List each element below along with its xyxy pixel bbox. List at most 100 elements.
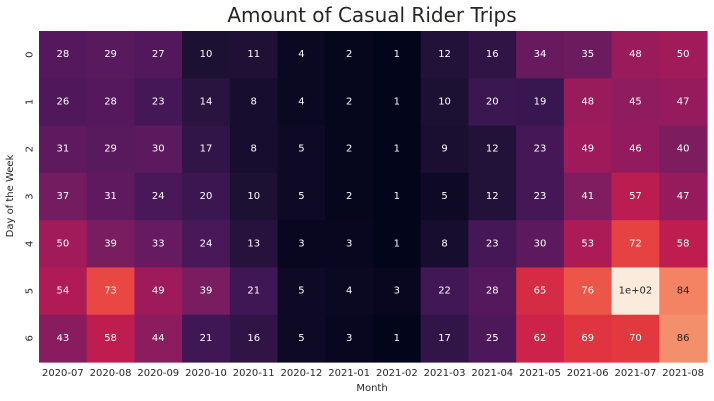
heatmap-cell xyxy=(373,220,422,269)
y-tick-label: 2 xyxy=(25,146,36,152)
cell-value-label: 5 xyxy=(298,333,304,344)
cell-value-label: 73 xyxy=(104,286,117,297)
cell-value-label: 31 xyxy=(56,144,69,155)
cell-value-label: 50 xyxy=(677,49,690,60)
heatmap-cell xyxy=(182,172,231,221)
cell-value-label: 10 xyxy=(200,49,213,60)
heatmap-cell xyxy=(659,220,708,269)
heatmap-cell xyxy=(373,314,422,363)
heatmap-cell xyxy=(277,172,326,221)
x-tick-label: 2020-11 xyxy=(233,368,275,379)
heatmap-cell xyxy=(229,172,279,221)
cell-value-label: 5 xyxy=(298,286,304,297)
cell-value-label: 34 xyxy=(534,49,547,60)
cell-value-label: 29 xyxy=(104,144,117,155)
cell-value-label: 47 xyxy=(677,96,690,107)
cell-value-label: 12 xyxy=(486,191,499,202)
x-tick-label: 2020-07 xyxy=(42,368,84,379)
heatmap-cell xyxy=(563,267,613,316)
heatmap-cell xyxy=(277,78,326,127)
cell-value-label: 16 xyxy=(247,333,260,344)
cell-value-label: 69 xyxy=(581,333,594,344)
cell-value-label: 84 xyxy=(677,286,690,297)
heatmap-cell xyxy=(563,78,613,127)
cell-value-label: 33 xyxy=(152,238,165,249)
heatmap-cell xyxy=(229,125,279,174)
cell-value-label: 10 xyxy=(247,191,260,202)
heatmap-cell xyxy=(134,220,183,269)
heatmap-cell xyxy=(325,314,374,363)
y-axis-ticks: 0 1 2 3 4 5 6 xyxy=(25,51,36,341)
heatmap-cell xyxy=(325,267,374,316)
cell-value-label: 1 xyxy=(394,49,400,60)
cell-value-label: 21 xyxy=(247,286,260,297)
heatmap-cell xyxy=(420,78,470,127)
y-tick-label: 0 xyxy=(25,51,36,57)
heatmap-cell xyxy=(516,220,565,269)
heatmap-cell xyxy=(39,125,88,174)
cell-value-label: 40 xyxy=(677,144,690,155)
cell-value-label: 44 xyxy=(152,333,165,344)
cell-value-label: 4 xyxy=(298,96,304,107)
heatmap-cell xyxy=(420,220,470,269)
x-axis-label: Month xyxy=(356,383,387,394)
heatmap-cell xyxy=(468,78,517,127)
cell-value-label: 5 xyxy=(441,191,447,202)
heatmap-cell xyxy=(134,172,183,221)
heatmap-cell xyxy=(468,220,517,269)
cell-value-label: 11 xyxy=(247,49,260,60)
heatmap-cell xyxy=(86,125,136,174)
cell-value-label: 13 xyxy=(247,238,260,249)
heatmap-cell xyxy=(182,267,231,316)
heatmap-cell xyxy=(325,31,374,79)
cell-value-label: 2 xyxy=(346,49,352,60)
cell-value-label: 47 xyxy=(677,191,690,202)
heatmap-cell xyxy=(468,172,517,221)
cell-value-label: 30 xyxy=(534,238,547,249)
cell-value-label: 72 xyxy=(629,238,642,249)
heatmap-cell xyxy=(86,267,136,316)
heatmap-cell xyxy=(325,220,374,269)
cell-value-label: 25 xyxy=(486,333,499,344)
heatmap-cell xyxy=(86,78,136,127)
cell-value-label: 14 xyxy=(200,96,213,107)
heatmap-cell xyxy=(229,314,279,363)
cell-value-label: 23 xyxy=(152,96,165,107)
heatmap-cell xyxy=(86,31,136,79)
cell-value-label: 1 xyxy=(394,144,400,155)
cell-value-label: 28 xyxy=(104,96,117,107)
heatmap-cell xyxy=(277,314,326,363)
y-axis-label: Day of the Week xyxy=(5,154,16,237)
x-axis-ticks: 2020-07 2020-08 2020-09 2020-10 2020-11 2020-… xyxy=(42,368,704,379)
cell-value-label: 24 xyxy=(152,191,165,202)
cell-value-label: 53 xyxy=(581,238,594,249)
heatmap-cell xyxy=(373,125,422,174)
heatmap-cell xyxy=(277,267,326,316)
heatmap-cell xyxy=(86,220,136,269)
cell-value-label: 54 xyxy=(56,286,69,297)
heatmap-cell xyxy=(659,31,708,79)
x-tick-label: 2020-10 xyxy=(185,368,227,379)
cell-value-label: 2 xyxy=(346,144,352,155)
x-tick-label: 2021-06 xyxy=(567,368,609,379)
cell-value-label: 23 xyxy=(486,238,499,249)
cell-value-label: 37 xyxy=(56,191,69,202)
cell-value-label: 49 xyxy=(581,144,594,155)
cell-value-label: 49 xyxy=(152,286,165,297)
cell-value-label: 2 xyxy=(346,191,352,202)
cell-value-label: 46 xyxy=(629,144,642,155)
cell-value-label: 39 xyxy=(104,238,117,249)
cell-value-label: 19 xyxy=(534,96,547,107)
cell-value-label: 58 xyxy=(677,238,690,249)
cell-value-label: 86 xyxy=(677,333,690,344)
heatmap-cell xyxy=(182,220,231,269)
cell-value-label: 27 xyxy=(152,49,165,60)
heatmap-cell xyxy=(134,314,183,363)
cell-value-label: 28 xyxy=(56,49,69,60)
cell-value-label: 48 xyxy=(581,96,594,107)
cell-value-label: 31 xyxy=(104,191,117,202)
cell-value-label: 48 xyxy=(629,49,642,60)
heatmap-cell xyxy=(182,125,231,174)
